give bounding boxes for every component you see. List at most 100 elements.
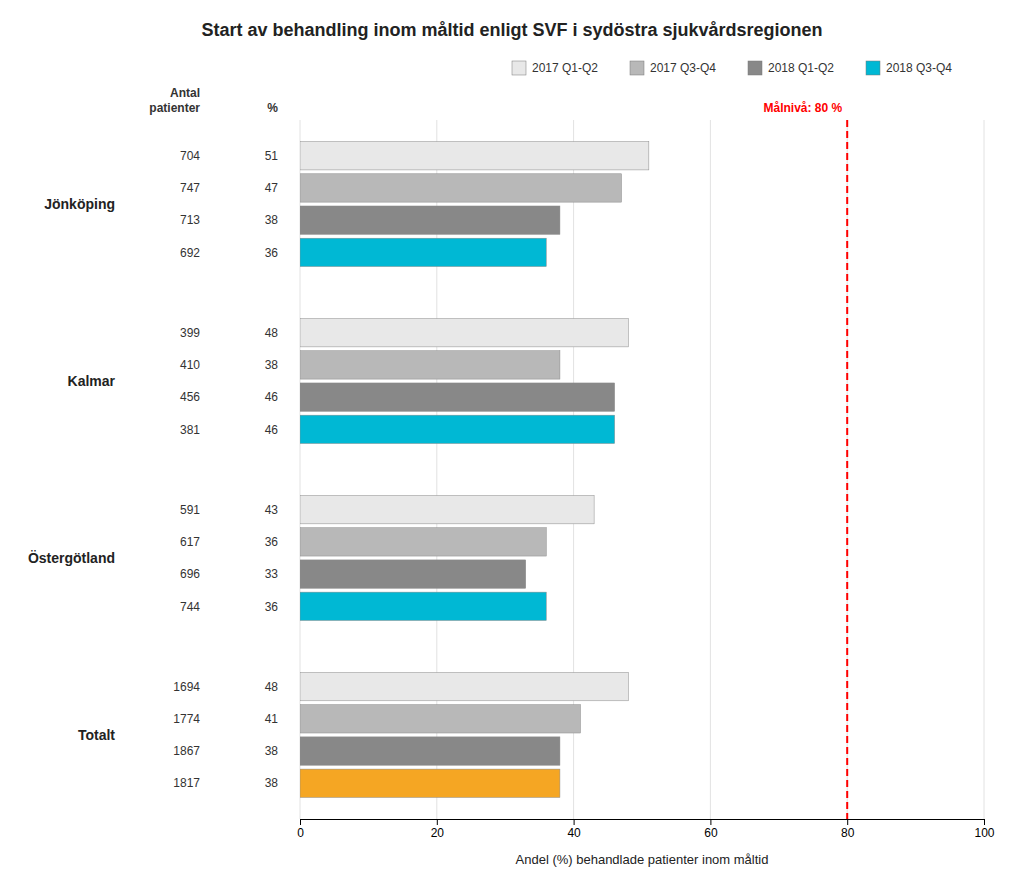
annotations: Målnivå: 80 % Antalpatienter%: [149, 86, 847, 819]
value-label: 47: [265, 181, 279, 195]
bar: [300, 737, 560, 765]
x-axis: 0 20 40 60 80 100: [297, 819, 995, 840]
n-label: 1774: [173, 712, 200, 726]
legend-label: 2018 Q3-Q4: [886, 61, 952, 75]
legend-item: 2018 Q3-Q4: [866, 61, 952, 75]
x-tick-label: 100: [974, 826, 994, 840]
column-header: %: [267, 101, 278, 115]
value-label: 38: [265, 744, 279, 758]
n-label: 591: [180, 503, 200, 517]
category-label: Jönköping: [44, 196, 115, 212]
value-label: 36: [265, 535, 279, 549]
bar: [300, 705, 580, 733]
category-labels: Jönköping Kalmar Östergötland Totalt: [28, 196, 116, 743]
value-label: 41: [265, 712, 279, 726]
grid-line: [847, 120, 848, 819]
value-label: 38: [265, 358, 279, 372]
axis-domain: [301, 820, 985, 826]
x-tick-label: 40: [567, 826, 581, 840]
x-tick-label: 20: [431, 826, 445, 840]
bar: [300, 560, 526, 588]
legend-swatch: [630, 61, 644, 75]
value-label: 46: [265, 423, 279, 437]
x-tick: 20: [431, 819, 445, 840]
bar: [300, 672, 628, 700]
chart-container: Start av behandling inom måltid enligt S…: [0, 0, 1024, 894]
x-tick-mark: [984, 819, 985, 825]
legend-swatch: [866, 61, 880, 75]
n-label: 747: [180, 181, 200, 195]
n-label: 399: [180, 326, 200, 340]
x-tick: 80: [841, 819, 855, 840]
x-tick-mark: [300, 819, 301, 825]
value-label: 48: [265, 680, 279, 694]
column-header-line: %: [267, 101, 278, 115]
legend-swatch: [748, 61, 762, 75]
bars: [300, 142, 649, 798]
column-header-line: patienter: [149, 101, 200, 115]
category-label: Östergötland: [28, 550, 115, 566]
x-tick-label: 0: [297, 826, 304, 840]
bar: [300, 592, 546, 620]
plot-area: Målnivå: 80 % Antalpatienter% Jönköping Kal…: [28, 86, 995, 867]
x-tick-mark: [847, 819, 848, 825]
n-label: 456: [180, 390, 200, 404]
n-label: 381: [180, 423, 200, 437]
x-axis-title: Andel (%) behandlade patienter inom målt…: [516, 852, 769, 867]
value-label: 33: [265, 567, 279, 581]
value-label: 46: [265, 390, 279, 404]
n-label: 744: [180, 600, 200, 614]
value-label: 48: [265, 326, 279, 340]
x-tick-mark: [437, 819, 438, 825]
value-label: 36: [265, 246, 279, 260]
n-label: 692: [180, 246, 200, 260]
n-label: 696: [180, 567, 200, 581]
x-tick: 60: [704, 819, 718, 840]
target-line: [846, 120, 848, 819]
x-tick-mark: [574, 819, 575, 825]
grid-line: [984, 120, 985, 819]
legend-swatch: [512, 61, 526, 75]
legend-item: 2017 Q3-Q4: [630, 61, 716, 75]
category-label: Totalt: [78, 727, 115, 743]
legend-item: 2017 Q1-Q2: [512, 61, 598, 75]
legend-item: 2018 Q1-Q2: [748, 61, 834, 75]
legend: 2017 Q1-Q2 2017 Q3-Q4 2018 Q1-Q2 2018 Q3-Q4: [512, 61, 952, 75]
bar: [300, 528, 546, 556]
bar: [300, 351, 560, 379]
bar: [300, 142, 649, 170]
n-label: 713: [180, 213, 200, 227]
bar: [300, 769, 560, 797]
n-label: 1817: [173, 776, 200, 790]
bar: [300, 415, 615, 443]
bar: [300, 238, 546, 266]
grid-line: [710, 120, 711, 819]
bar: [300, 206, 560, 234]
column-header: Antalpatienter: [149, 86, 200, 115]
n-label: 1867: [173, 744, 200, 758]
category-label: Kalmar: [68, 373, 116, 389]
n-label: 1694: [173, 680, 200, 694]
x-tick-label: 80: [841, 826, 855, 840]
value-label: 51: [265, 149, 279, 163]
bar: [300, 383, 615, 411]
grid: [300, 120, 984, 819]
target-label: Målnivå: 80 %: [763, 101, 842, 115]
x-tick: 0: [297, 819, 304, 840]
n-label: 410: [180, 358, 200, 372]
chart-title: Start av behandling inom måltid enligt S…: [201, 20, 822, 40]
n-label: 704: [180, 149, 200, 163]
n-label: 617: [180, 535, 200, 549]
legend-label: 2017 Q1-Q2: [532, 61, 598, 75]
bar: [300, 319, 628, 347]
column-header-line: Antal: [170, 86, 200, 100]
bar: [300, 495, 594, 523]
legend-label: 2017 Q3-Q4: [650, 61, 716, 75]
legend-label: 2018 Q1-Q2: [768, 61, 834, 75]
data-labels: 704 51 399 48 591 43 1694 48 747 47 410 38 617 36 1774…: [173, 149, 278, 791]
value-label: 36: [265, 600, 279, 614]
value-label: 38: [265, 213, 279, 227]
x-tick: 40: [567, 819, 581, 840]
value-label: 43: [265, 503, 279, 517]
x-tick: 100: [974, 819, 994, 840]
